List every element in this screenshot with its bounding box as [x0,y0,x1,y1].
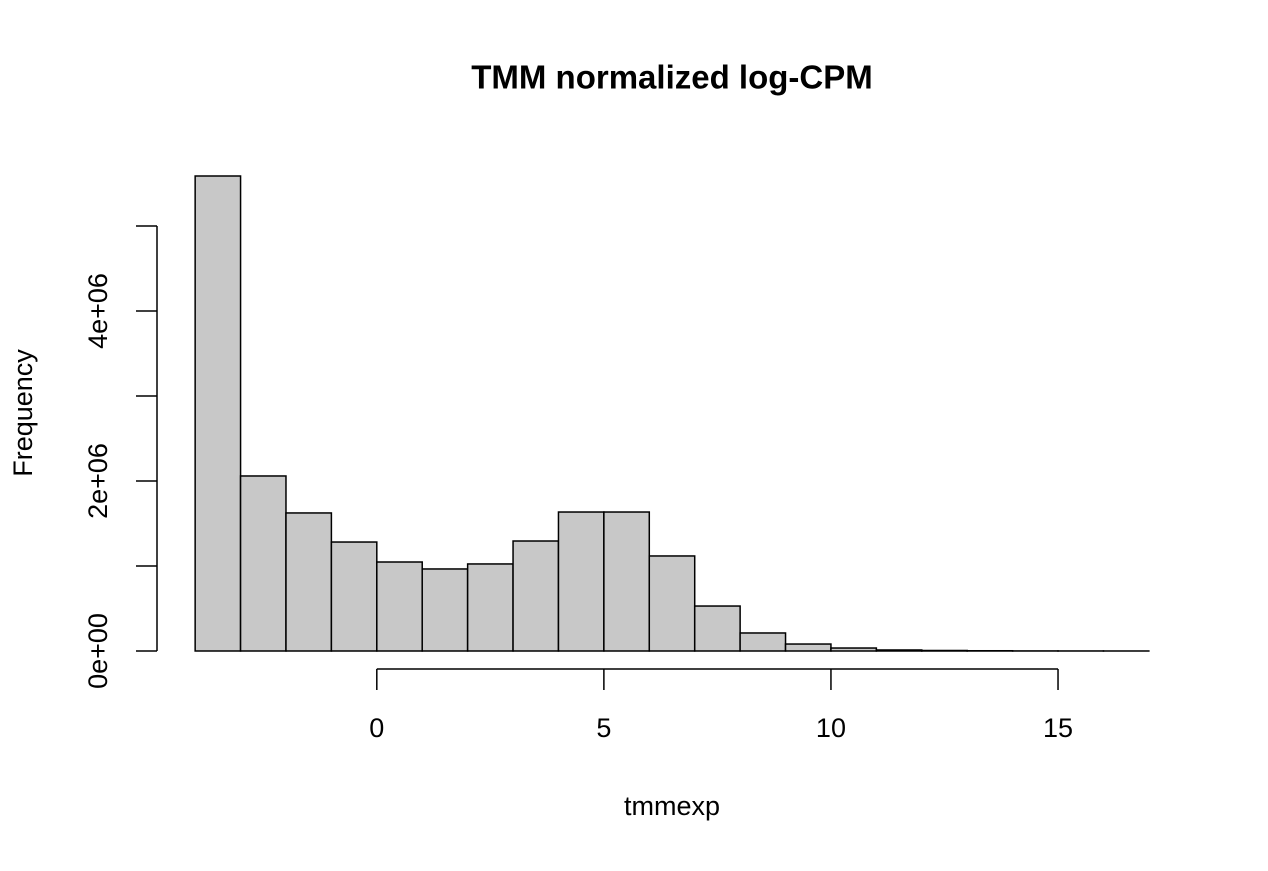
bar [649,556,694,651]
x-tick-label: 0 [369,713,384,743]
x-tick-label: 15 [1043,713,1073,743]
x-axis-label: tmmexp [624,791,720,821]
bar [195,176,240,651]
bar [286,513,331,651]
chart-title: TMM normalized log-CPM [471,59,872,96]
bar [922,650,967,651]
bar [331,542,376,651]
bar [740,633,785,651]
bar [786,644,831,651]
bar [558,512,603,651]
y-tick-label: 4e+06 [83,273,113,349]
y-tick-label: 2e+06 [83,443,113,519]
x-tick-label: 5 [596,713,611,743]
x-tick-label: 10 [816,713,846,743]
bar [831,648,876,651]
bar [468,564,513,651]
y-axis-label: Frequency [8,349,38,477]
y-tick-label: 0e+00 [83,613,113,689]
bar [377,562,422,651]
bar [422,569,467,651]
bar [513,541,558,651]
bar [604,512,649,651]
bar [876,650,921,651]
bar [695,606,740,651]
bar [241,476,286,651]
